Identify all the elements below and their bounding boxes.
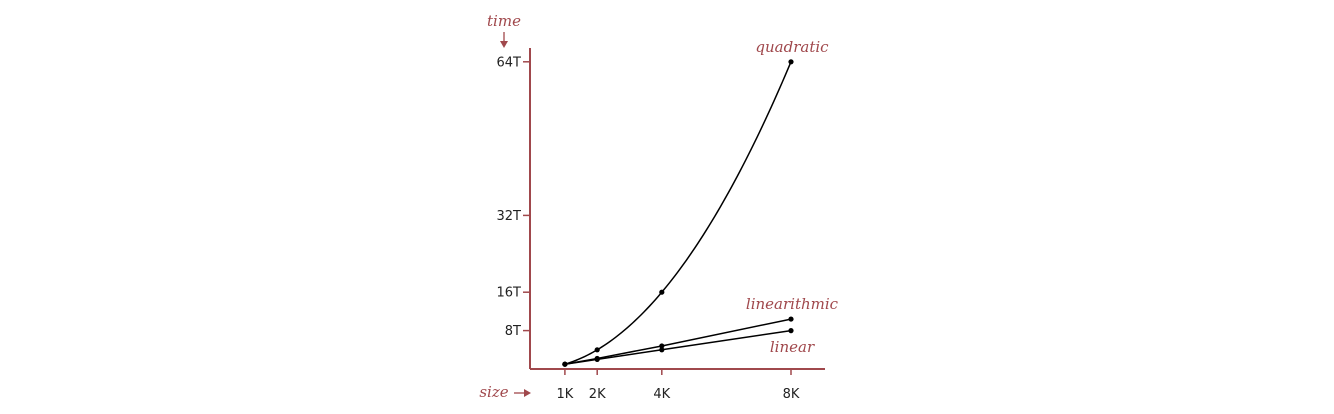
x-axis-label: size xyxy=(479,383,508,401)
y-tick-label: 64T xyxy=(497,55,522,70)
y-tick-label: 16T xyxy=(497,286,522,301)
x-ticks: 1K 2K 4K 8K xyxy=(557,369,800,402)
series-line-linear xyxy=(564,329,792,365)
right-arrow-icon xyxy=(514,389,531,397)
y-tick-label: 8T xyxy=(505,324,521,339)
series-label-linearithmic: linearithmic xyxy=(746,295,839,313)
data-point-linear xyxy=(594,356,600,362)
x-tick-label: 2K xyxy=(589,387,606,402)
down-arrow-icon xyxy=(500,32,508,48)
data-point-quadratic xyxy=(594,347,600,353)
data-point-linear xyxy=(788,328,794,334)
y-tick-label: 32T xyxy=(497,209,522,224)
x-axis-title: size xyxy=(479,383,531,401)
series-line-quadratic xyxy=(564,61,792,365)
data-point-linearithmic xyxy=(659,343,665,349)
series-label-linear: linear xyxy=(770,338,815,356)
data-point-linear xyxy=(659,347,665,353)
series-layer xyxy=(562,59,794,367)
x-tick-label: 8K xyxy=(783,387,800,402)
y-axis-label: time xyxy=(487,12,521,30)
x-tick-label: 1K xyxy=(557,387,574,402)
y-ticks: 8T 16T 32T 64T xyxy=(497,55,530,339)
x-tick-label: 4K xyxy=(653,387,670,402)
axes xyxy=(529,48,825,370)
series-labels: quadratic linearithmic linear xyxy=(746,38,839,356)
series-label-quadratic: quadratic xyxy=(755,38,829,56)
data-point-quadratic xyxy=(659,289,665,295)
y-axis-title: time xyxy=(487,12,521,48)
data-point-linearithmic xyxy=(788,316,794,322)
data-point-linear xyxy=(562,361,568,367)
data-point-quadratic xyxy=(788,59,794,65)
